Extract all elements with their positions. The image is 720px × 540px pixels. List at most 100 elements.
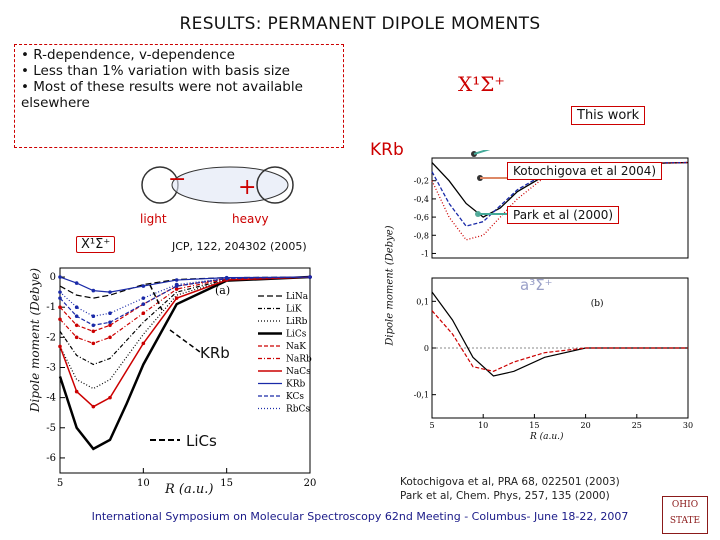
- krb-callout: KRb: [200, 344, 230, 362]
- references: Kotochigova et al, PRA 68, 022501 (2003)…: [400, 475, 620, 503]
- reference-item: Park et al, Chem. Phys, 257, 135 (2000): [400, 490, 610, 502]
- data-point: [74, 389, 79, 394]
- series-line-rbcs: [59, 276, 311, 317]
- data-point: [58, 344, 62, 349]
- kotochigova-tag: Kotochigova et al 2004): [507, 162, 663, 180]
- y-tick-label: -0,6: [414, 213, 429, 222]
- molecule-label: KRb: [370, 140, 404, 160]
- data-point: [74, 335, 79, 340]
- chart-title: (a): [215, 284, 230, 297]
- data-point: [141, 296, 146, 300]
- data-point: [108, 323, 112, 328]
- series-line: [431, 310, 688, 372]
- data-point: [141, 302, 146, 306]
- data-point: [91, 314, 96, 319]
- y-tick-label: -0,1: [414, 391, 429, 400]
- y-tick-label: -0,2: [414, 177, 429, 186]
- data-point: [91, 404, 96, 409]
- data-point: [74, 314, 79, 319]
- bullet-item: • R-dependence, v-dependence: [21, 47, 235, 63]
- series-line-nak: [59, 276, 311, 332]
- legend-label: LiK: [286, 305, 302, 315]
- data-point: [91, 288, 96, 293]
- series-line-krb: [59, 276, 311, 293]
- connector-line: [473, 150, 491, 155]
- series-line-kcs: [59, 276, 311, 326]
- data-point: [58, 317, 62, 322]
- bullet-list: • R-dependence, v-dependence • Less than…: [14, 44, 344, 148]
- reference-item: Kotochigova et al, PRA 68, 022501 (2003): [400, 476, 620, 488]
- x-tick-label: 10: [137, 478, 150, 489]
- y-tick-label: 0: [424, 344, 429, 353]
- x-tick-label: 20: [581, 421, 591, 430]
- data-point: [174, 287, 179, 291]
- bullet-item: • Most of these results were not availab…: [21, 79, 303, 111]
- right-y-axis-label: Dipole moment (Debye): [384, 225, 396, 346]
- callout-line: [149, 284, 163, 311]
- data-point: [141, 284, 146, 288]
- park-tag: Park et al (2000): [507, 206, 620, 224]
- legend-label: NaCs: [286, 367, 311, 377]
- callout-line: [169, 329, 201, 353]
- legend-label: KCs: [286, 392, 304, 402]
- left-state-label: X¹Σ⁺: [76, 236, 116, 253]
- bullet-item: • Less than 1% variation with basis size: [21, 63, 290, 79]
- legend-label: LiNa: [286, 292, 309, 302]
- series-line-narb: [59, 276, 311, 345]
- data-point: [308, 275, 312, 279]
- chart-b-triplet: 0,1 0 -0,1 5 10 15 20 25 30 (b): [414, 277, 693, 430]
- x-tick-label: 5: [429, 421, 434, 430]
- triplet-label: a³Σ⁺: [520, 276, 553, 294]
- light-label: light: [140, 212, 167, 226]
- data-point: [74, 305, 79, 309]
- logo-text: OHIO STATE: [669, 500, 701, 526]
- data-point: [224, 276, 229, 281]
- y-tick-label: -0,8: [414, 231, 429, 240]
- y-tick-label: -4: [46, 393, 56, 404]
- data-point: [74, 323, 79, 328]
- footer: International Symposium on Molecular Spe…: [91, 510, 629, 523]
- electron-cloud-icon: [171, 166, 289, 204]
- x-tick-label: 15: [529, 421, 539, 430]
- data-point: [174, 282, 179, 287]
- legend-label: KRb: [286, 380, 306, 390]
- legend-label: RbCs: [286, 405, 310, 415]
- slide-title: RESULTS: PERMANENT DIPOLE MOMENTS: [179, 14, 541, 34]
- y-tick-label: -3: [46, 362, 56, 373]
- data-point: [141, 341, 146, 346]
- data-point: [174, 278, 179, 282]
- y-tick-label: -2: [46, 332, 56, 343]
- state-label: X¹Σ⁺: [458, 72, 505, 96]
- legend-label: NaK: [286, 342, 306, 352]
- data-point: [58, 290, 62, 294]
- chart-title: (b): [591, 298, 604, 309]
- heavy-atom-icon: [256, 166, 294, 204]
- data-point: [58, 296, 62, 300]
- x-tick-label: 5: [57, 478, 63, 489]
- y-tick-label: -1: [421, 249, 429, 258]
- data-point: [58, 305, 62, 309]
- legend-label: NaRb: [286, 355, 312, 365]
- x-tick-label: 15: [220, 478, 233, 489]
- y-tick-label: -1: [46, 302, 56, 313]
- series-line-lics: [58, 275, 311, 451]
- data-point: [91, 329, 96, 334]
- legend-label: LiCs: [286, 330, 307, 340]
- atom-diagram: − +: [141, 166, 294, 204]
- y-tick-label: -0,4: [414, 195, 429, 204]
- data-point: [174, 296, 179, 300]
- chart-a: 0 -1 -2 -3 -4 -5 -6 5 10 15 20 LiNa LiK LiRb LiCs NaK Na…: [46, 267, 316, 489]
- x-tick-label: 30: [683, 421, 693, 430]
- data-point: [91, 341, 96, 346]
- jcp-reference: JCP, 122, 204302 (2005): [172, 240, 307, 253]
- heavy-label: heavy: [232, 212, 269, 226]
- university-logo: OHIO STATE: [662, 496, 708, 534]
- series-line-lik: [59, 276, 311, 366]
- data-point: [108, 290, 112, 294]
- data-point: [91, 323, 96, 328]
- data-point: [108, 320, 112, 325]
- y-tick-label: 0: [50, 272, 56, 283]
- plot-frame: [59, 267, 311, 474]
- x-axis-label: R (a.u.): [165, 482, 214, 497]
- series-line-nacs: [59, 276, 311, 408]
